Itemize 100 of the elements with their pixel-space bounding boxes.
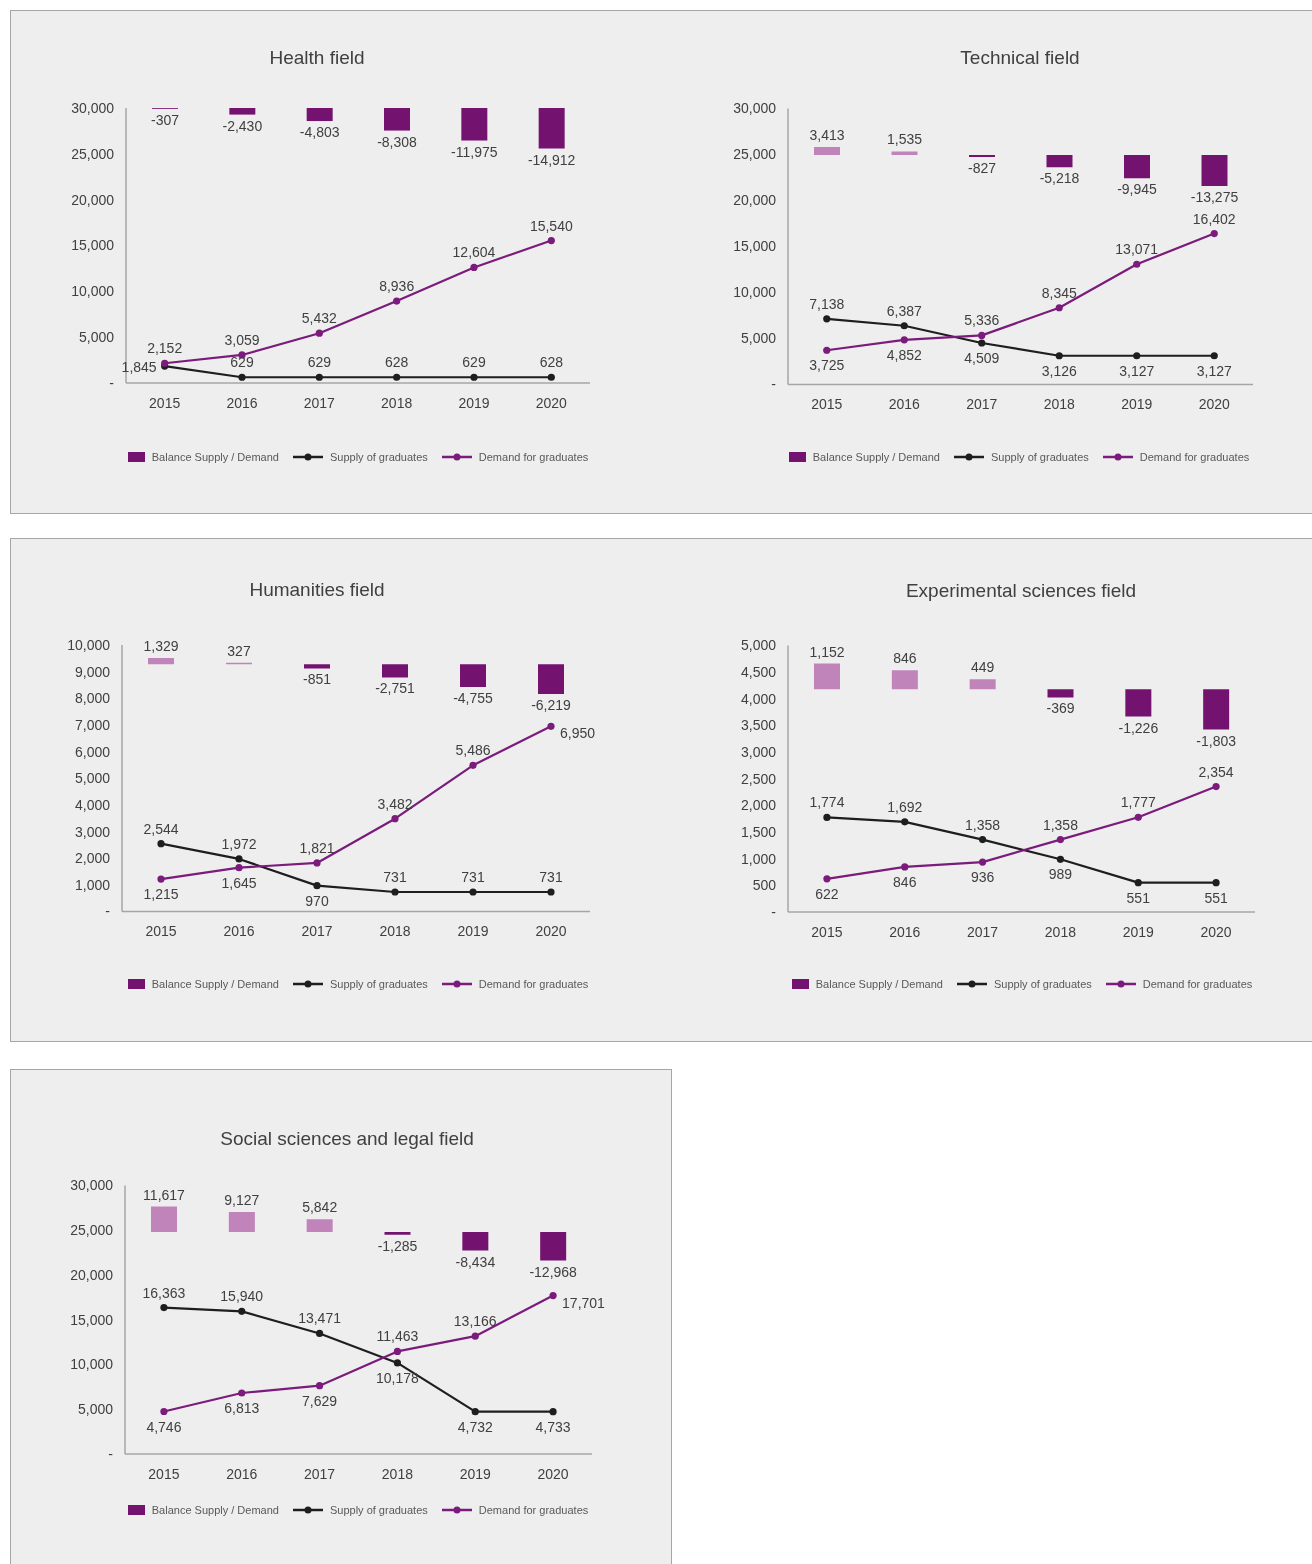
- x-tick-label: 2017: [966, 396, 998, 413]
- data-label: 13,071: [1115, 241, 1159, 258]
- bar: [151, 1206, 177, 1233]
- y-tick-label: 30,000: [733, 100, 777, 117]
- x-tick-label: 2018: [381, 1465, 414, 1482]
- data-label: 731: [383, 869, 407, 886]
- data-label: 5,842: [302, 1199, 338, 1216]
- point: [393, 297, 401, 305]
- point: [823, 813, 831, 822]
- point: [469, 761, 477, 769]
- bar: [540, 1232, 567, 1261]
- y-tick-label: 10,000: [70, 1356, 114, 1373]
- y-tick-label: 3,000: [74, 823, 111, 840]
- point: [1055, 304, 1063, 312]
- data-label: 970: [305, 892, 329, 909]
- legend-label: Demand for graduates: [478, 451, 589, 463]
- legend-label: Balance Supply / Demand: [151, 451, 279, 463]
- legend-label: Balance Supply / Demand: [812, 451, 940, 463]
- data-label: 449: [970, 659, 995, 676]
- data-label: 846: [893, 650, 917, 667]
- x-tick-label: 2020: [535, 394, 568, 411]
- data-label: 1,692: [887, 798, 923, 815]
- point: [315, 1382, 324, 1390]
- y-tick-label: 9,000: [74, 663, 111, 680]
- legend-label: Supply of graduates: [329, 978, 428, 990]
- data-label: 5,432: [301, 310, 338, 327]
- point: [1212, 879, 1220, 887]
- point: [823, 346, 831, 354]
- point: [978, 858, 987, 866]
- x-tick-label: 2019: [1122, 923, 1155, 940]
- data-label: 3,725: [809, 357, 845, 374]
- point: [313, 859, 321, 867]
- data-label: -851: [302, 671, 332, 688]
- legend-label: Demand for graduates: [1142, 978, 1253, 990]
- data-label: -13,275: [1190, 189, 1239, 205]
- x-tick-label: 2015: [148, 1465, 180, 1482]
- y-tick-label: 20,000: [71, 191, 115, 208]
- data-label: 6,950: [560, 725, 596, 742]
- data-label: 327: [227, 642, 251, 659]
- y-tick-label: -: [109, 374, 115, 391]
- x-tick-label: 2017: [301, 923, 333, 940]
- data-label: 1,215: [143, 886, 179, 903]
- legend-label: Balance Supply / Demand: [815, 978, 943, 990]
- x-tick-label: 2017: [303, 394, 336, 411]
- data-label: 13,166: [453, 1313, 497, 1330]
- data-label: 4,746: [146, 1418, 182, 1435]
- data-label: -1,803: [1196, 732, 1237, 749]
- point: [238, 1307, 246, 1315]
- point: [157, 840, 165, 848]
- point: [238, 1389, 246, 1397]
- x-tick-label: 2017: [304, 1465, 336, 1482]
- data-label: 5,336: [964, 312, 1000, 329]
- point: [1134, 813, 1142, 821]
- chart-title: Experimental sciences field: [904, 579, 1138, 603]
- data-label: 731: [461, 869, 485, 886]
- chart-title: Social sciences and legal field: [219, 1127, 475, 1151]
- y-tick-label: 1,000: [740, 850, 777, 867]
- x-tick-label: 2016: [226, 1465, 258, 1482]
- y-tick-label: -: [105, 903, 111, 920]
- data-label: -8,434: [455, 1253, 496, 1270]
- y-tick-label: 500: [752, 877, 777, 894]
- y-tick-label: 10,000: [733, 284, 777, 301]
- data-label: 551: [1126, 889, 1151, 906]
- y-tick-label: 2,500: [740, 770, 777, 787]
- point: [393, 1359, 402, 1367]
- data-label: -4,755: [453, 690, 494, 707]
- point: [157, 875, 165, 883]
- point: [469, 888, 477, 896]
- data-label: 3,127: [1196, 362, 1232, 379]
- point: [547, 888, 555, 896]
- point: [315, 1329, 324, 1338]
- data-label: 17,701: [562, 1294, 606, 1311]
- x-tick-label: 2018: [1044, 923, 1077, 940]
- point: [901, 863, 909, 871]
- data-label: -2,430: [222, 117, 263, 134]
- legend-label: Supply of graduates: [990, 451, 1089, 463]
- data-label: 16,363: [142, 1284, 186, 1301]
- x-tick-label: 2020: [535, 923, 567, 940]
- data-label: -827: [967, 159, 997, 176]
- data-label: -1,226: [1118, 719, 1159, 736]
- data-label: 1,535: [886, 131, 923, 148]
- y-tick-label: 5,000: [74, 770, 111, 787]
- point: [978, 339, 986, 347]
- bar: [462, 1232, 489, 1251]
- point: [1133, 260, 1141, 268]
- x-tick-label: 2016: [889, 923, 921, 940]
- point: [978, 331, 986, 340]
- data-label: 3,413: [809, 127, 845, 143]
- y-tick-label: 15,000: [70, 1311, 114, 1328]
- x-tick-label: 2019: [459, 1465, 492, 1482]
- data-label: 4,509: [964, 350, 1000, 367]
- data-label: 6,387: [886, 302, 922, 319]
- x-tick-label: 2020: [537, 1465, 569, 1482]
- point: [391, 815, 399, 823]
- x-tick-label: 2019: [458, 394, 490, 411]
- data-label: -9,945: [1117, 181, 1158, 198]
- x-tick-label: 2020: [1200, 923, 1232, 940]
- point: [1056, 836, 1065, 844]
- data-label: 1,821: [299, 839, 335, 856]
- y-tick-label: 3,000: [740, 744, 777, 761]
